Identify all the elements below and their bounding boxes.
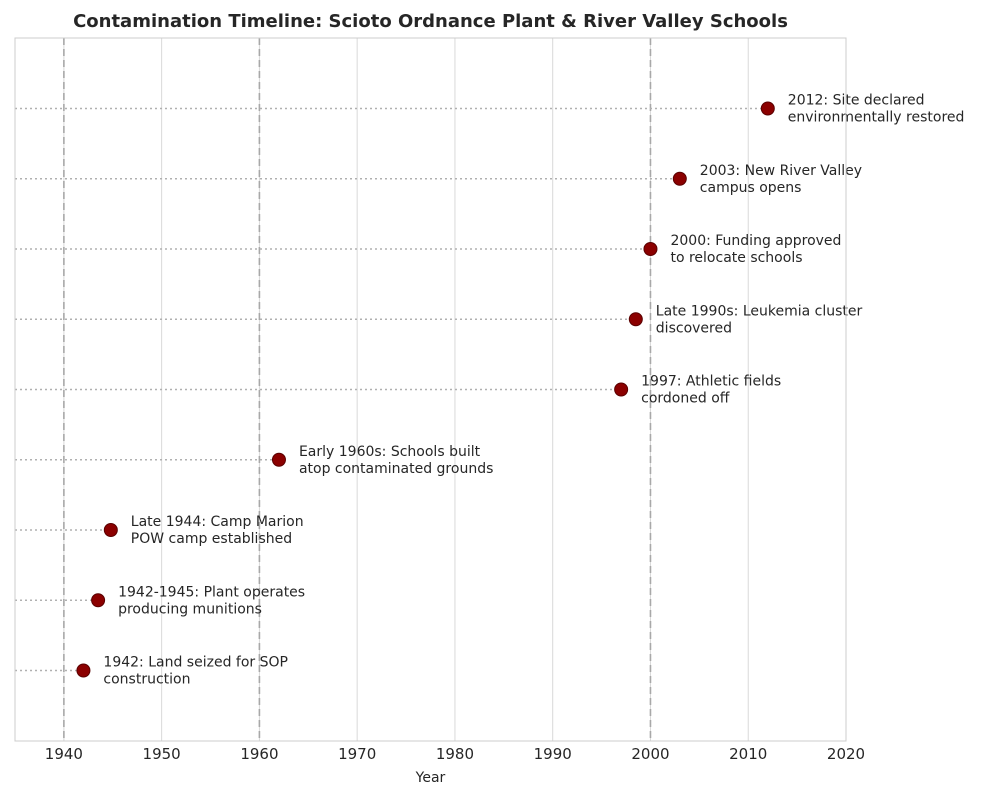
event-label: 1942-1945: Plant operates producing munit… (118, 584, 305, 617)
x-tick-label: 1950 (143, 745, 181, 763)
event-label: Late 1944: Camp Marion POW camp establish… (131, 514, 304, 547)
x-tick-label: 1940 (45, 745, 83, 763)
event-label: 2003: New River Valley campus opens (700, 163, 862, 196)
event-label: 1997: Athletic fields cordoned off (641, 374, 781, 407)
plot-frame (14, 37, 847, 742)
event-point (760, 101, 775, 116)
event-point (103, 523, 118, 537)
event-point (76, 663, 91, 678)
event-point (643, 242, 658, 256)
x-tick-label: 1970 (338, 745, 376, 763)
event-point (672, 171, 687, 186)
x-tick-label: 2000 (631, 745, 669, 763)
x-tick-label: 1980 (436, 745, 474, 763)
event-point (628, 312, 643, 327)
marks-layer: 1942: Land seized for SOP construction 194… (15, 93, 964, 688)
event-label: Late 1990s: Leukemia cluster discovered (656, 303, 863, 336)
chart-title: Contamination Timeline: Scioto Ordnance … (73, 11, 788, 32)
event-label: 2012: Site declared environmentally resto… (788, 93, 965, 126)
event-point (614, 382, 629, 397)
event-label: 1942: Land seized for SOP construction (103, 655, 288, 688)
event-point (91, 593, 106, 608)
event-label: 2000: Funding approved to relocate school… (670, 233, 841, 266)
x-tick-label: 1990 (534, 745, 572, 763)
x-tick-label: 1960 (240, 745, 278, 763)
x-tick-label: 2020 (827, 745, 865, 763)
event-point (271, 452, 286, 467)
x-tick-labels: 1940 1950 1960 1970 1980 1990 2000 2010 2020 (45, 745, 865, 763)
x-axis-label: Year (415, 770, 446, 786)
x-tick-label: 2010 (729, 745, 767, 763)
event-label: Early 1960s: Schools built atop contamina… (299, 444, 493, 477)
